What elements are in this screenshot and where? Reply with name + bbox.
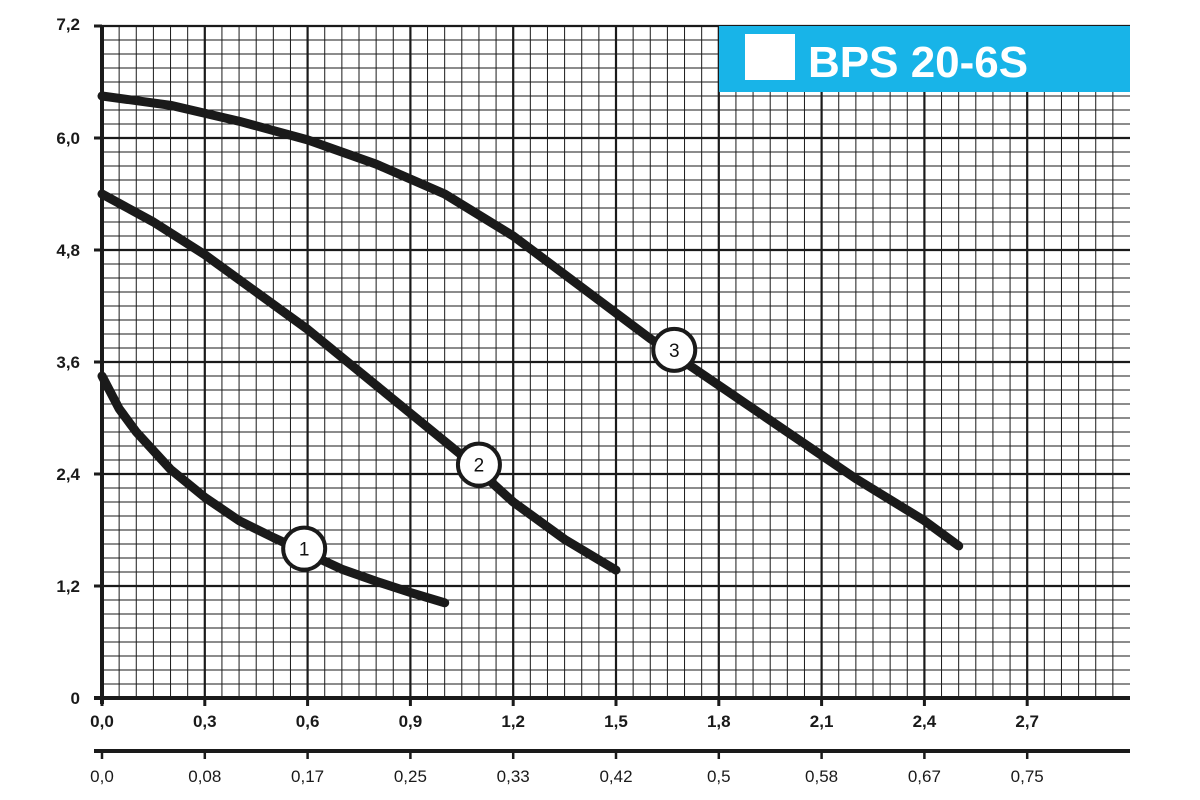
x-tick-label: 0,6 (296, 712, 320, 731)
y-tick-label: 4,8 (56, 241, 80, 260)
curve-label-1: 1 (299, 540, 310, 561)
series-line-3 (97, 91, 964, 551)
x-tick-label: 0,9 (399, 712, 423, 731)
series-layer (97, 91, 964, 608)
curve-label-circle-3 (651, 326, 698, 373)
x-tick-labels: 0,0 0,3 0,6 0,9 1,2 1,5 1,8 2,1 2,4 2,7 (90, 712, 1039, 731)
secondary-x-tick-label: 0,58 (805, 767, 838, 786)
secondary-x-tick-label: 0,5 (707, 767, 731, 786)
secondary-x-tick-label: 0,67 (908, 767, 941, 786)
y-tick-label: 3,6 (56, 353, 80, 372)
curve-label-3: 3 (669, 341, 680, 362)
x-tick-label: 2,1 (810, 712, 834, 731)
y-tick-label: 0 (71, 689, 80, 708)
secondary-x-axis: 0,0 0,08 0,17 0,25 0,33 0,42 0,5 0,58 0,67 0,75 (90, 749, 1130, 786)
title-square-icon (745, 34, 795, 80)
y-tick-label: 6,0 (56, 129, 80, 148)
secondary-x-tick-label: 0,33 (497, 767, 530, 786)
x-tick-label: 2,4 (913, 712, 937, 731)
secondary-x-tick-label: 0,17 (291, 767, 324, 786)
y-tick-label: 7,2 (56, 15, 80, 34)
secondary-x-tick-label: 0,08 (188, 767, 221, 786)
x-tick-label: 2,7 (1015, 712, 1039, 731)
x-tick-label: 1,5 (604, 712, 628, 731)
secondary-x-tick-label: 0,25 (394, 767, 427, 786)
series-line-1 (97, 371, 450, 608)
curve-label-circle-2 (455, 441, 502, 488)
curve-label-2: 2 (474, 456, 485, 477)
x-tick-label: 0,0 (90, 712, 114, 731)
secondary-x-tick-label: 0,0 (90, 767, 114, 786)
axes (94, 24, 1130, 706)
curve-label-circle-1 (281, 525, 328, 572)
y-tick-label: 2,4 (56, 465, 80, 484)
chart-title: BPS 20-6S (808, 38, 1028, 87)
secondary-x-tick-label: 0,42 (599, 767, 632, 786)
x-tick-label: 1,8 (707, 712, 731, 731)
curve-labels: 1 2 3 (281, 326, 698, 572)
y-tick-labels: 0 1,2 2,4 3,6 4,8 6,0 7,2 (56, 15, 80, 708)
y-tick-label: 1,2 (56, 577, 80, 596)
major-grid (102, 24, 1130, 698)
secondary-x-tick-label: 0,75 (1011, 767, 1044, 786)
x-tick-label: 1,2 (501, 712, 525, 731)
title-box: BPS 20-6S (719, 26, 1130, 92)
series-line-2 (97, 189, 621, 575)
x-tick-label: 0,3 (193, 712, 217, 731)
